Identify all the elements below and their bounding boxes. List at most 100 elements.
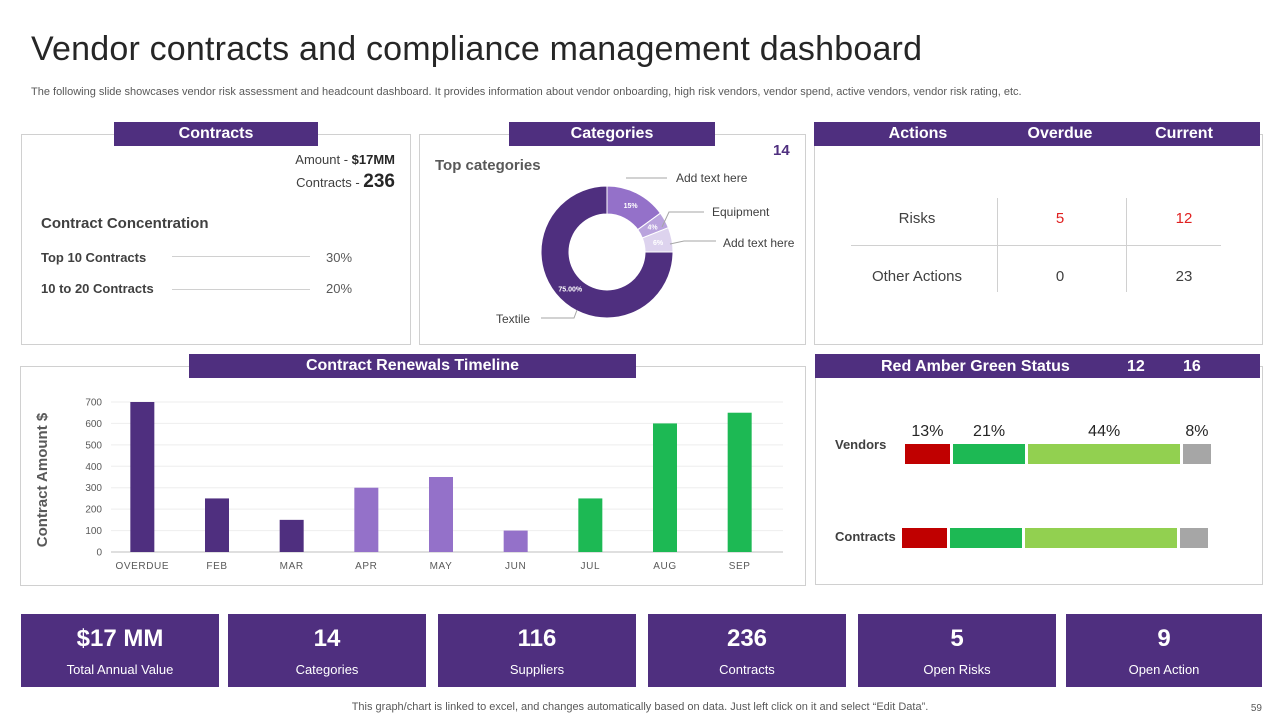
amount-label: Amount - xyxy=(295,152,352,167)
rag-segment xyxy=(952,444,1026,464)
bar xyxy=(279,519,304,552)
categories-header: Categories xyxy=(509,122,715,146)
rag-percent-label: 44% xyxy=(1088,423,1121,440)
x-tick-label: MAY xyxy=(430,561,453,572)
timeline-header: Contract Renewals Timeline xyxy=(189,354,636,378)
categories-donut-chart: 75.00% 15% 4% 6% Add text here Equipment Ad… xyxy=(496,171,795,326)
contracts-count-value: 236 xyxy=(363,171,395,192)
rag-segment xyxy=(1025,528,1178,548)
donut-slice-label: 15% xyxy=(624,203,639,210)
concentration-row-label: 10 to 20 Contracts xyxy=(41,281,154,296)
callout-label: Textile xyxy=(496,312,530,326)
donut-slice-label: 75.00% xyxy=(558,286,583,293)
kpi-label: Open Action xyxy=(1128,662,1200,677)
concentration-divider xyxy=(172,256,310,257)
y-tick-label: 300 xyxy=(85,483,102,494)
page-number: 59 xyxy=(1250,703,1262,714)
rag-segment xyxy=(1183,444,1211,464)
rag-header-title: Red Amber Green Status xyxy=(881,358,1070,375)
x-tick-label: JUN xyxy=(505,561,526,572)
kpi-label: Contracts xyxy=(719,662,775,677)
rag-percent-label: 21% xyxy=(973,423,1006,440)
other-actions-overdue-value: 0 xyxy=(1055,268,1065,285)
current-col-header: Current xyxy=(1155,125,1213,142)
y-axis-label: Contract Amount $ xyxy=(34,412,51,547)
bar xyxy=(503,530,528,552)
y-tick-label: 200 xyxy=(85,505,102,516)
rag-segment xyxy=(905,444,950,464)
kpi-label: Categories xyxy=(295,662,359,677)
kpi-value: 14 xyxy=(313,625,341,652)
kpi-card-suppliers: 116 Suppliers xyxy=(438,614,636,687)
concentration-row-value: 30% xyxy=(326,250,353,265)
x-tick-label: JUL xyxy=(581,561,601,572)
y-tick-label: 0 xyxy=(96,548,102,559)
table-divider xyxy=(851,245,1221,246)
concentration-row-label: Top 10 Contracts xyxy=(41,250,147,265)
risks-current-value: 12 xyxy=(1175,210,1193,227)
bar xyxy=(653,423,677,552)
kpi-card-open-risks: 5 Open Risks xyxy=(858,614,1056,687)
renewals-bar-chart: Contract Amount $ 0 100 200 300 400 500 600 700… xyxy=(34,398,783,572)
y-tick-label: 500 xyxy=(85,440,102,451)
x-tick-label: MAR xyxy=(280,561,304,572)
concentration-divider xyxy=(172,289,310,290)
rag-header-number: 12 xyxy=(1127,358,1145,375)
callout-leader xyxy=(669,240,716,245)
kpi-card-open-action: 9 Open Action xyxy=(1066,614,1262,687)
contract-amount: Amount - $17MM xyxy=(200,152,395,167)
x-tick-label: FEB xyxy=(206,561,227,572)
kpi-value: 236 xyxy=(726,625,768,652)
other-actions-row-label: Other Actions xyxy=(871,268,963,285)
kpi-value: $17 MM xyxy=(76,625,164,652)
rag-percent-label: 8% xyxy=(1185,423,1209,440)
donut-slice xyxy=(540,185,674,319)
callout-label: Add text here xyxy=(676,171,748,185)
callout-label: Add text here xyxy=(723,236,795,250)
bar xyxy=(578,498,603,552)
rag-segment xyxy=(1028,444,1181,464)
risks-overdue-value: 5 xyxy=(1055,210,1065,227)
kpi-label: Open Risks xyxy=(923,662,991,677)
rag-header-number: 16 xyxy=(1183,358,1201,375)
risks-row-label: Risks xyxy=(898,210,936,227)
rag-header-bar xyxy=(815,354,1260,378)
x-tick-label: APR xyxy=(355,561,377,572)
donut-slice-label: 4% xyxy=(648,224,659,231)
top-categories-title: Top categories xyxy=(435,157,541,174)
amount-value: $17MM xyxy=(351,152,395,167)
overdue-col-header: Overdue xyxy=(1027,125,1093,142)
x-tick-label: AUG xyxy=(653,561,676,572)
callout-leader xyxy=(541,309,578,319)
bar xyxy=(429,477,453,552)
actions-col-header: Actions xyxy=(888,125,948,142)
kpi-card-total-annual-value: $17 MM Total Annual Value xyxy=(21,614,219,687)
x-tick-label: SEP xyxy=(729,561,751,572)
y-tick-label: 100 xyxy=(85,526,102,537)
contracts-panel xyxy=(21,134,411,345)
kpi-card-contracts: 236 Contracts xyxy=(648,614,846,687)
bar xyxy=(727,412,752,552)
rag-row-label: Vendors xyxy=(835,437,887,452)
y-tick-label: 400 xyxy=(85,462,102,473)
rag-percent-label: 13% xyxy=(911,423,944,440)
kpi-value: 9 xyxy=(1157,625,1171,652)
bar xyxy=(205,498,229,552)
contracts-header: Contracts xyxy=(114,122,318,146)
page-subtitle: The following slide showcases vendor ris… xyxy=(31,86,1022,98)
concentration-row-value: 20% xyxy=(326,281,353,296)
y-tick-label: 600 xyxy=(85,419,102,430)
kpi-label: Total Annual Value xyxy=(66,662,174,677)
kpi-label: Suppliers xyxy=(509,662,565,677)
rag-segment xyxy=(902,528,947,548)
bar xyxy=(354,487,379,552)
rag-segment xyxy=(949,528,1023,548)
other-actions-current-value: 23 xyxy=(1175,268,1193,285)
rag-row-label: Contracts xyxy=(835,529,896,544)
actions-panel xyxy=(814,134,1263,345)
kpi-card-categories: 14 Categories xyxy=(228,614,426,687)
actions-header-bar xyxy=(814,122,1260,146)
y-tick-label: 700 xyxy=(85,398,102,409)
kpi-value: 5 xyxy=(950,625,964,652)
contract-count: Contracts - 236 xyxy=(200,171,395,193)
